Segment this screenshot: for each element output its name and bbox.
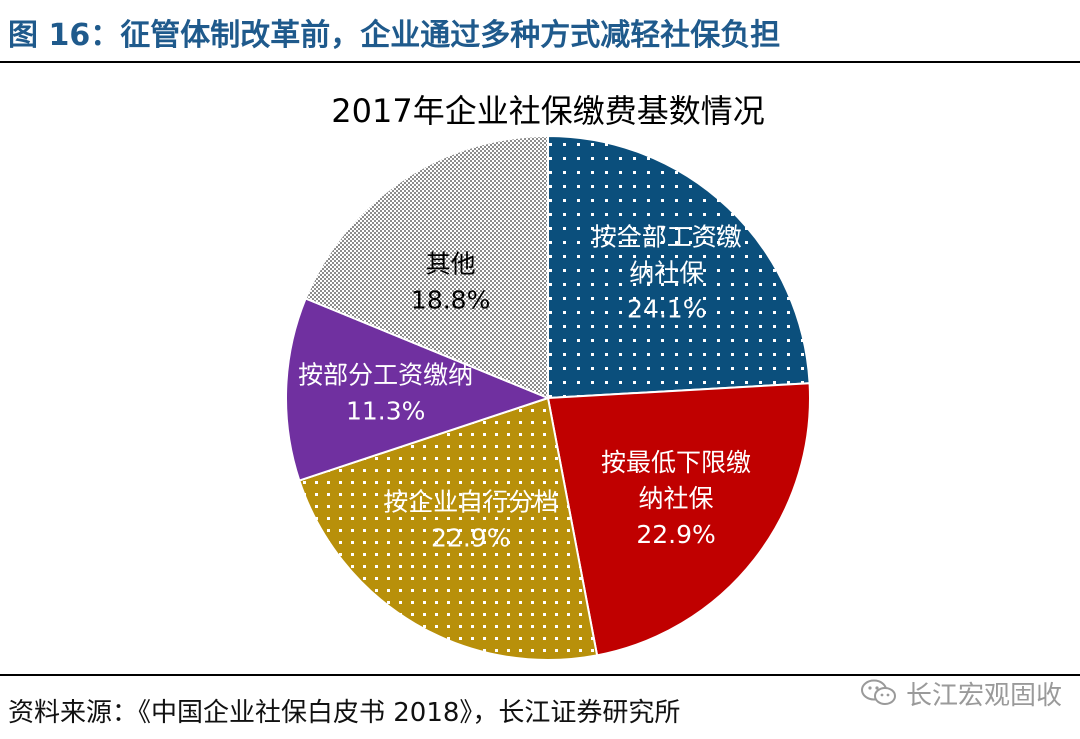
slice-category-label: 纳社保 [639, 484, 714, 513]
slice-category-label: 其他 [426, 249, 476, 278]
top-divider [0, 61, 1080, 63]
watermark-text: 长江宏观固收 [905, 680, 1062, 711]
pie-chart: 2017年企业社保缴费基数情况 按全部工资缴纳社保24.1%按最低下限缴纳社保2… [285, 92, 811, 661]
wechat-icon [860, 679, 896, 705]
bottom-divider [0, 674, 1080, 676]
pie-slice-5 [304, 134, 549, 400]
chart-title: 2017年企业社保缴费基数情况 [331, 92, 764, 130]
pie-slices [285, 134, 811, 661]
slice-percent-label: 24.1% [627, 294, 706, 323]
slice-percent-label: 11.3% [346, 396, 425, 425]
slice-percent-label: 18.8% [411, 285, 490, 314]
pie-slice-4 [285, 297, 551, 482]
slice-percent-label: 22.9% [431, 524, 510, 553]
source-note: 资料来源：《中国企业社保白皮书 2018》，长江证券研究所 [8, 698, 681, 728]
figure-title: 图 16：征管体制改革前，企业通过多种方式减轻社保负担 [8, 18, 781, 53]
slice-category-label: 按部分工资缴纳 [298, 360, 473, 389]
slice-category-label: 按最低下限缴 [601, 448, 751, 477]
pie-slice-1 [547, 134, 811, 400]
pie-slice-2 [546, 382, 811, 657]
pie-slice-3 [298, 396, 599, 661]
slice-percent-label: 22.9% [636, 520, 715, 549]
slice-category-label: 按企业自行分档 [383, 488, 558, 517]
watermark: 长江宏观固收 [860, 674, 1062, 712]
pie-labels: 按全部工资缴纳社保24.1%按最低下限缴纳社保22.9%按企业自行分档22.9%… [298, 222, 751, 552]
slice-category-label: 按全部工资缴 [592, 222, 742, 251]
slice-category-label: 纳社保 [629, 258, 704, 287]
